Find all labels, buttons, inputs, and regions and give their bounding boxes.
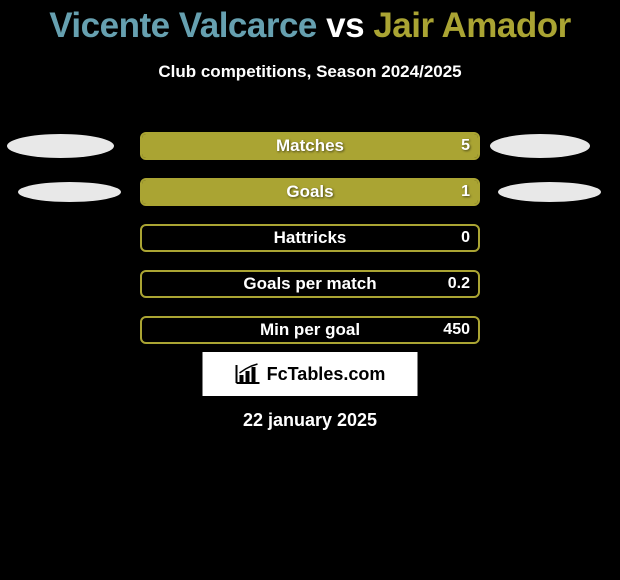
date-text: 22 january 2025 bbox=[0, 410, 620, 431]
player-a-name: Vicente Valcarce bbox=[49, 6, 317, 45]
title-vs: vs bbox=[326, 6, 364, 45]
player-a-marker bbox=[18, 182, 121, 202]
comparison-infographic: Vicente Valcarce vs Jair Amador Club com… bbox=[0, 0, 620, 580]
stat-row: Matches5 bbox=[0, 122, 620, 168]
stat-row: Hattricks0 bbox=[0, 214, 620, 260]
player-b-marker bbox=[490, 134, 590, 158]
stat-bar-fill-b bbox=[142, 180, 478, 204]
stat-bar bbox=[140, 270, 480, 298]
player-b-marker bbox=[498, 182, 601, 202]
stat-bar-fill-b bbox=[142, 134, 478, 158]
stat-bar bbox=[140, 224, 480, 252]
stat-bar bbox=[140, 316, 480, 344]
player-b-name: Jair Amador bbox=[373, 6, 570, 45]
branding-chart-icon bbox=[235, 363, 261, 385]
branding-badge: FcTables.com bbox=[203, 352, 418, 396]
stat-bar bbox=[140, 132, 480, 160]
stat-rows: Matches5Goals1Hattricks0Goals per match0… bbox=[0, 122, 620, 352]
stat-bar bbox=[140, 178, 480, 206]
stat-row: Min per goal450 bbox=[0, 306, 620, 352]
branding-text: FcTables.com bbox=[267, 364, 386, 385]
subtitle: Club competitions, Season 2024/2025 bbox=[0, 62, 620, 82]
title: Vicente Valcarce vs Jair Amador bbox=[0, 0, 620, 46]
stat-row: Goals per match0.2 bbox=[0, 260, 620, 306]
stat-row: Goals1 bbox=[0, 168, 620, 214]
player-a-marker bbox=[7, 134, 114, 158]
